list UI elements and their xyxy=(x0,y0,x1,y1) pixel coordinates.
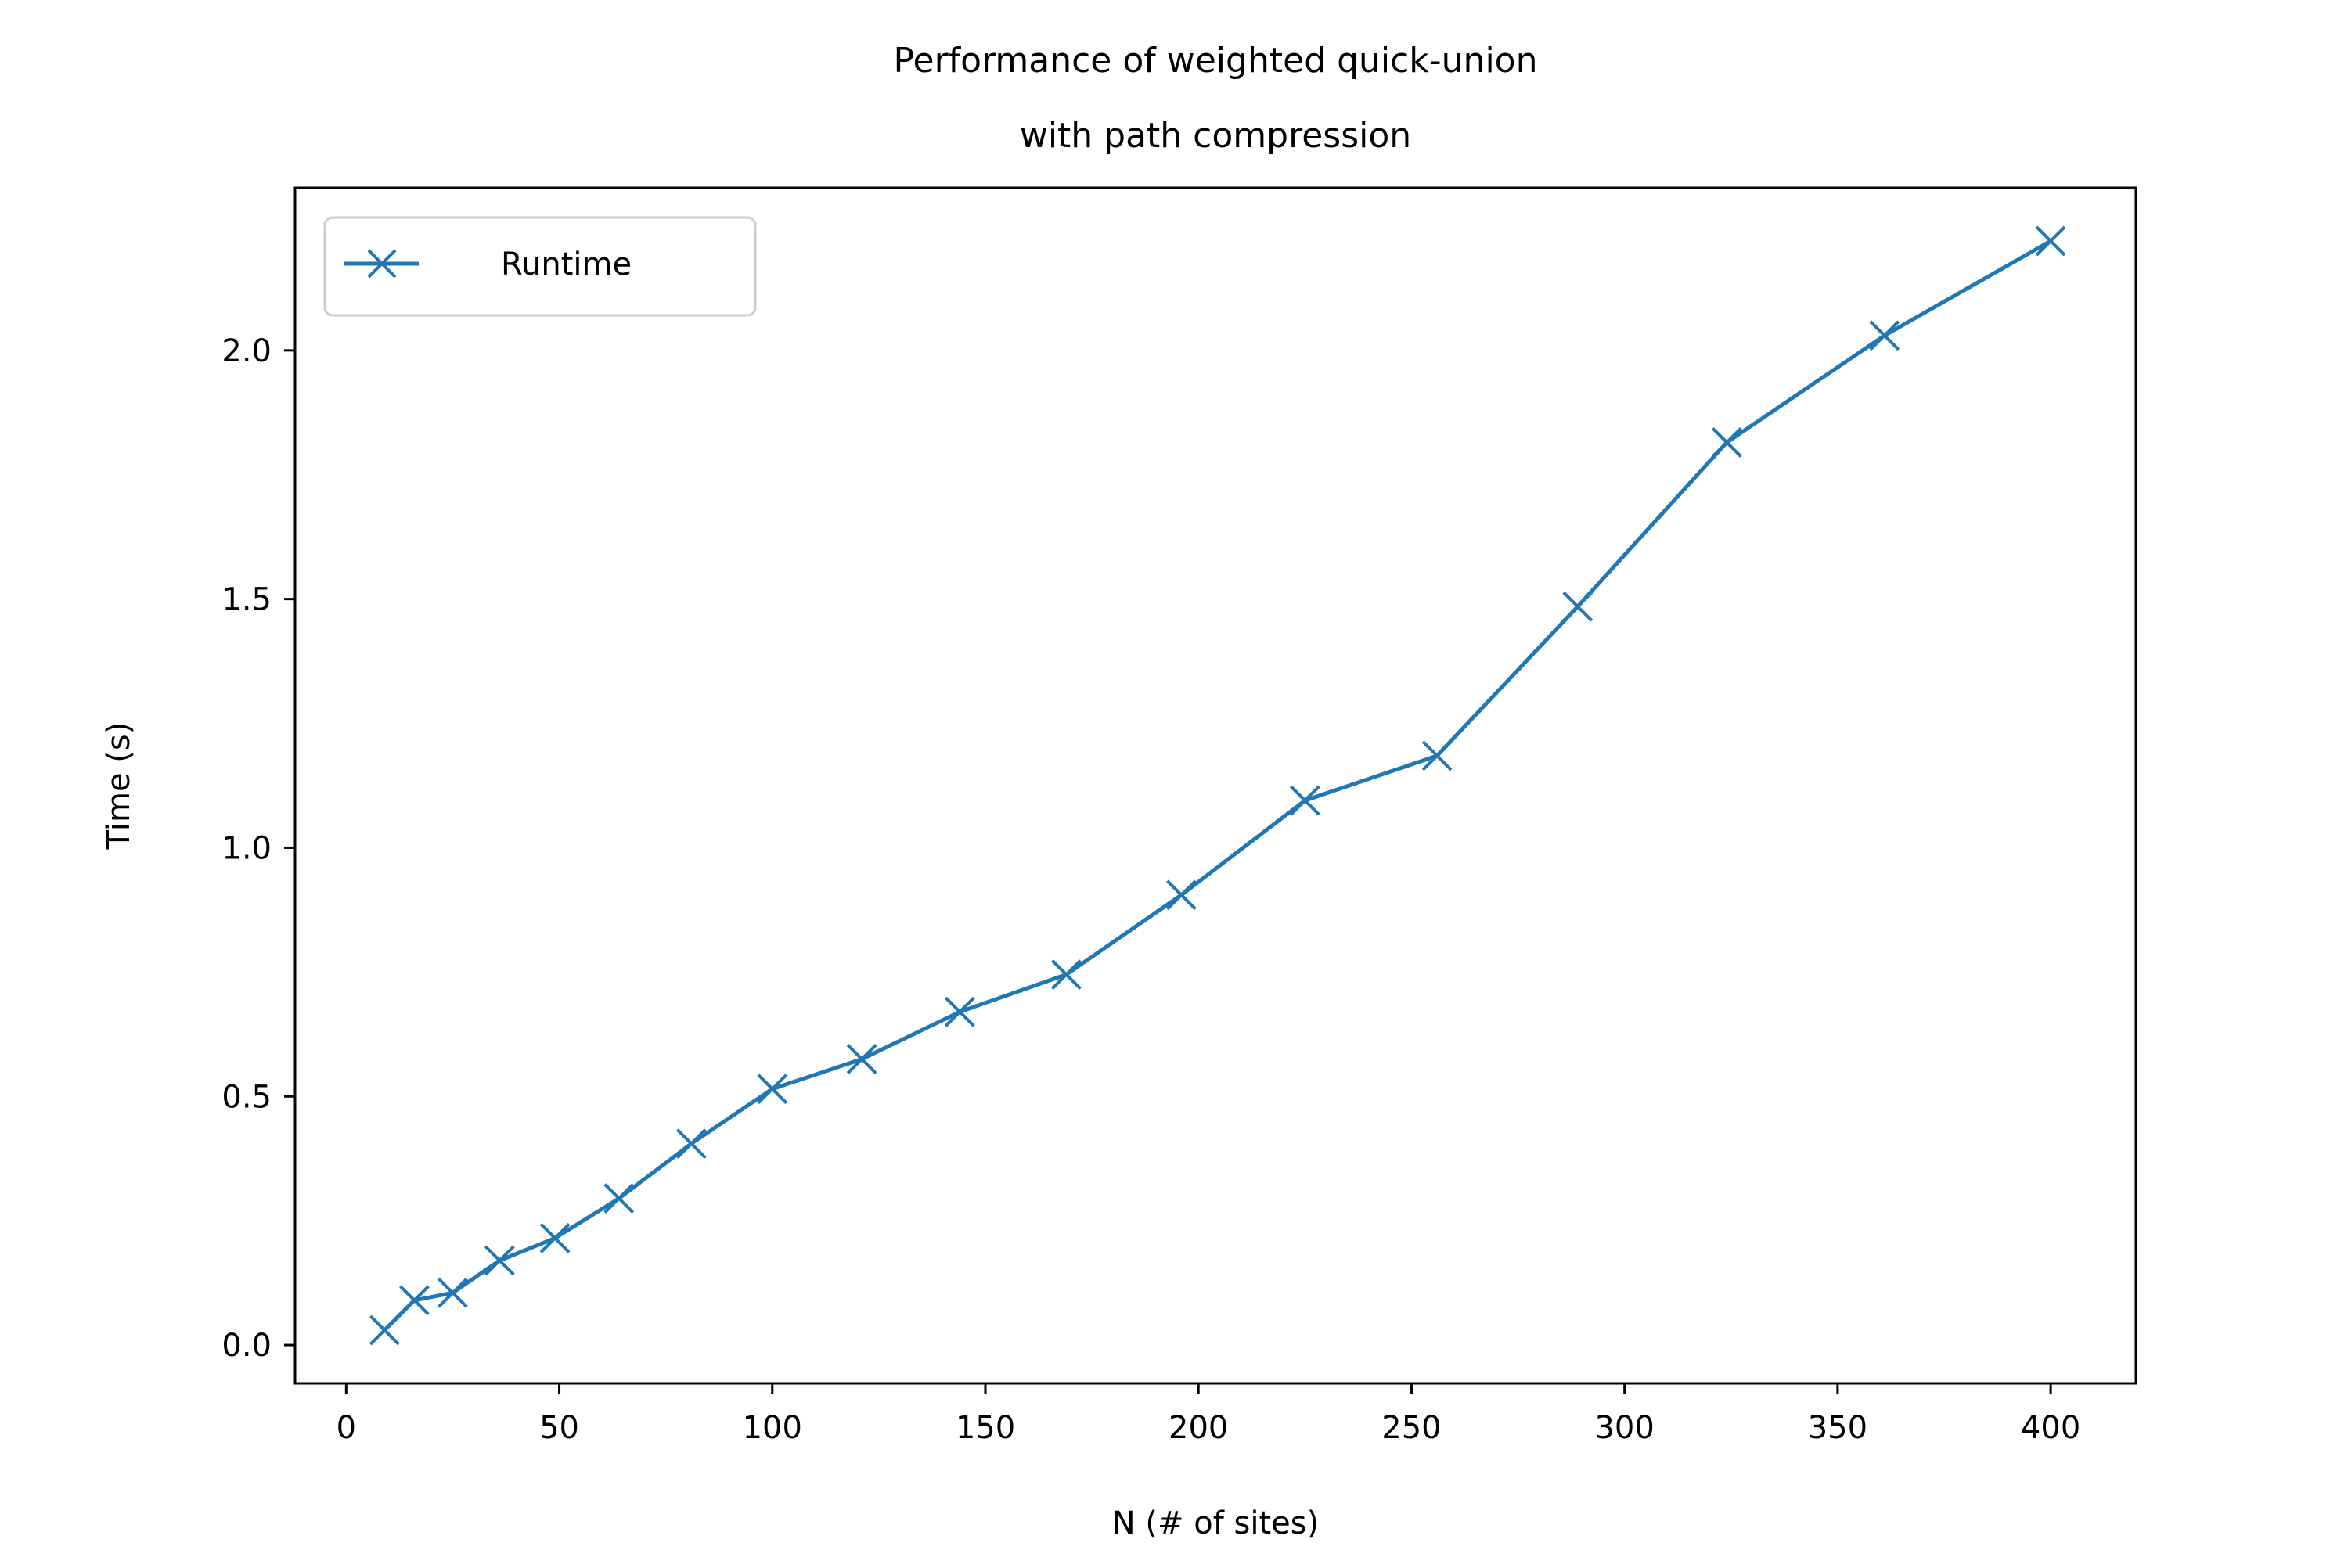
x-tick-label: 200 xyxy=(1169,1410,1228,1446)
x-tick-label: 250 xyxy=(1381,1410,1441,1446)
x-axis: 0 50 100 150 200 250 300 350 400 xyxy=(337,1383,2080,1446)
chart-title-line-2: with path compression xyxy=(1020,116,1411,156)
data-point-marker xyxy=(1289,785,1320,816)
legend-box xyxy=(323,216,757,317)
x-axis-label: N (# of sites) xyxy=(1112,1505,1319,1541)
x-tick-label: 400 xyxy=(2021,1410,2080,1446)
data-point-marker xyxy=(757,1074,788,1105)
y-axis-label: Time (s) xyxy=(101,722,137,851)
x-tick-label: 150 xyxy=(956,1410,1015,1446)
y-axis: 0.0 0.5 1.0 1.5 2.0 xyxy=(221,333,295,1364)
y-tick-label: 0.5 xyxy=(221,1079,272,1115)
legend-x-marker-icon xyxy=(367,249,397,279)
data-point-marker xyxy=(1051,959,1082,990)
data-point-marker xyxy=(944,996,975,1027)
data-point-marker xyxy=(675,1128,707,1160)
x-tick-label: 0 xyxy=(337,1410,356,1446)
data-point-marker xyxy=(539,1222,571,1253)
series-line-runtime xyxy=(381,238,2054,1333)
legend: Runtime xyxy=(323,216,757,317)
y-tick-label: 1.0 xyxy=(221,830,272,866)
data-point-marker xyxy=(603,1183,635,1214)
axes-frame xyxy=(294,186,2137,1385)
data-point-marker xyxy=(1166,879,1197,911)
data-point-marker xyxy=(846,1044,877,1074)
x-tick-label: 100 xyxy=(743,1410,802,1446)
plot-area xyxy=(369,225,2066,1346)
data-point-marker xyxy=(484,1245,515,1276)
data-point-marker xyxy=(1421,740,1453,771)
data-point-marker xyxy=(1562,591,1594,622)
data-point-marker xyxy=(1869,320,1900,351)
data-point-marker xyxy=(399,1285,430,1316)
x-tick-label: 350 xyxy=(1808,1410,1867,1446)
y-tick-label: 1.5 xyxy=(221,582,272,618)
y-tick-label: 0.0 xyxy=(221,1328,272,1364)
x-tick-label: 300 xyxy=(1594,1410,1654,1446)
data-point-marker xyxy=(438,1277,468,1308)
x-tick-label: 50 xyxy=(539,1410,579,1446)
data-point-marker xyxy=(1711,427,1742,458)
data-point-marker xyxy=(369,1314,400,1346)
legend-label-runtime: Runtime xyxy=(501,246,632,282)
data-point-marker xyxy=(2035,225,2066,257)
y-tick-label: 2.0 xyxy=(221,333,272,369)
chart-title-line-1: Performance of weighted quick-union xyxy=(894,41,1538,81)
